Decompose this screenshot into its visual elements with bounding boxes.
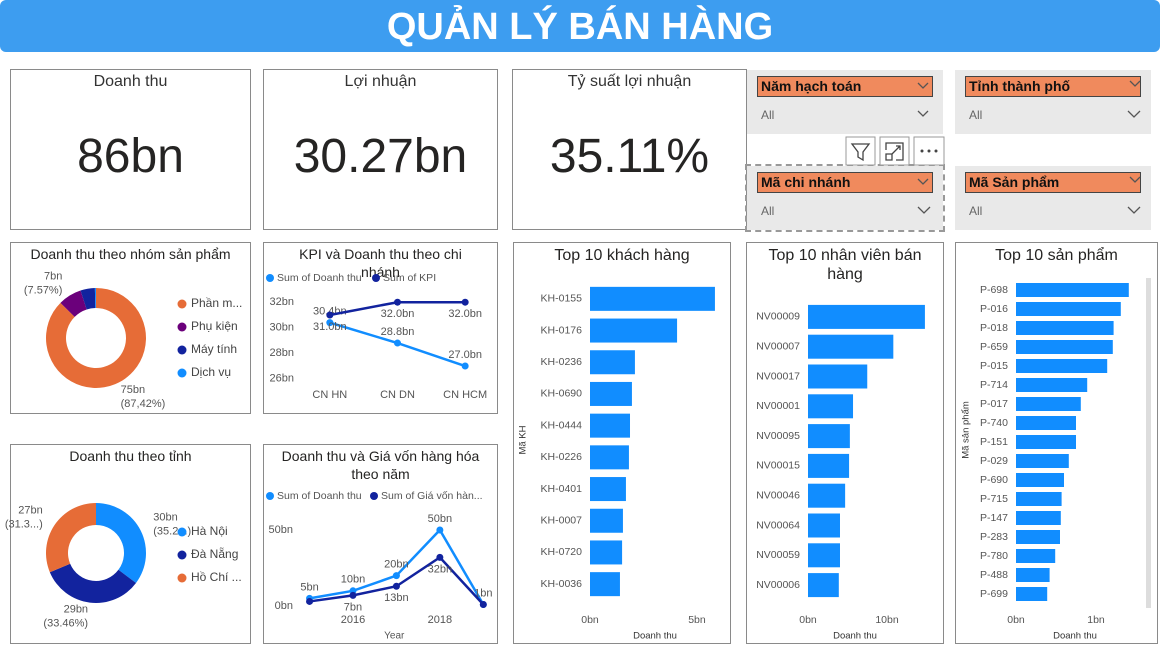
more-glyph bbox=[920, 149, 938, 153]
chart-title: Doanh thu theo tỉnh bbox=[69, 448, 192, 464]
slicer-label: Mã chi nhánh bbox=[757, 172, 933, 193]
visual-header-icons bbox=[845, 136, 945, 166]
slicer-selection: All bbox=[761, 204, 775, 218]
chart-panel: Top 10 nhân viên bán hàng bbox=[746, 242, 944, 644]
slicer[interactable]: Mã Sản phẩm All bbox=[955, 166, 1151, 230]
slicer-selection: All bbox=[761, 108, 775, 122]
card-value: 30.27bn bbox=[293, 130, 468, 183]
header-title: QUẢN LÝ BÁN HÀNG bbox=[0, 0, 1160, 52]
card-value: 86bn bbox=[77, 130, 184, 183]
chart-panel: Doanh thu theo nhóm sản phẩm bbox=[10, 242, 251, 414]
chart-panel: Doanh thu theo tỉnh bbox=[10, 444, 251, 644]
more-icon[interactable] bbox=[913, 136, 945, 166]
chart-title: Top 10 khách hàng bbox=[554, 247, 690, 264]
card-label: Doanh thu bbox=[93, 73, 168, 90]
chart-title: Top 10 sản phẩm bbox=[995, 247, 1118, 264]
focus-icon[interactable] bbox=[879, 136, 910, 166]
slicer[interactable]: Mã chi nhánh All bbox=[745, 164, 945, 232]
chart-title: Doanh thu và Giá vốn hàng hóa theo năm bbox=[281, 448, 480, 482]
card-label: Tỷ suất lợi nhuận bbox=[567, 73, 692, 90]
slicer-label: Mã Sản phẩm bbox=[965, 172, 1141, 193]
slicer[interactable]: Tỉnh thành phố All bbox=[955, 70, 1151, 134]
kpi-card: Lợi nhuận 30.27bn bbox=[263, 69, 498, 230]
card-label: Lợi nhuận bbox=[344, 73, 417, 90]
card-value: 35.11% bbox=[549, 130, 710, 183]
slicer-selection: All bbox=[969, 108, 983, 122]
chart-title: Doanh thu theo nhóm sản phẩm bbox=[30, 246, 231, 262]
slicer-label: Tỉnh thành phố bbox=[965, 76, 1141, 97]
slicer-label: Năm hạch toán bbox=[757, 76, 933, 97]
filter-glyph bbox=[850, 143, 871, 162]
kpi-card: Tỷ suất lợi nhuận 35.11% bbox=[512, 69, 747, 230]
chart-panel: Top 10 khách hàng bbox=[513, 242, 731, 644]
slicer[interactable]: Năm hạch toán All bbox=[747, 70, 943, 134]
slicer-selection: All bbox=[969, 204, 983, 218]
chart-panel: Doanh thu và Giá vốn hàng hóa theo năm bbox=[263, 444, 498, 644]
kpi-card: Doanh thu 86bn bbox=[10, 69, 251, 230]
filter-icon[interactable] bbox=[845, 136, 876, 166]
chart-title: Top 10 nhân viên bán hàng bbox=[768, 247, 922, 283]
chart-panel: Top 10 sản phẩm bbox=[955, 242, 1158, 644]
chart-panel: KPI và Doanh thu theo chi nhánh bbox=[263, 242, 498, 414]
focus-glyph bbox=[885, 142, 904, 161]
chart-title: KPI và Doanh thu theo chi nhánh bbox=[299, 246, 462, 280]
